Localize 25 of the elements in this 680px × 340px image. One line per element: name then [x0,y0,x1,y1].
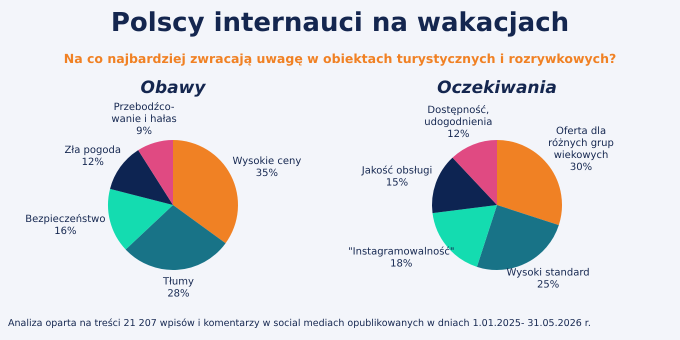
text: Polscy internauci na wakacjach [110,8,570,38]
data-label: 12% [82,156,104,168]
chart-title: Obawy [140,78,207,100]
data-label: 15% [386,177,408,188]
data-label: 12% [447,128,470,140]
data-label: 18% [390,258,412,270]
data-label: 28% [167,288,190,300]
slice-label: Tłumy [162,276,194,288]
chart-title: Oczekiwania [436,78,558,100]
slice-label: Wysoki standard [506,268,590,279]
data-label: 30% [570,162,592,173]
slice-label: Oferta dla różnych grup wiekowych [548,126,614,161]
data-label: 35% [256,168,278,179]
data-label: 9% [136,126,152,138]
slice-label: Dostępność, udogodnienia [424,104,492,128]
data-label: 25% [536,280,560,291]
text: Na co najbardziej zwracają uwagę w obiektach turystycznych i rozrywkowych? [62,51,618,66]
slice-label: "Instagramowalność" [348,246,455,258]
data-label: 16% [54,226,77,238]
slice-label: Zła pogoda [64,144,121,156]
slice-label: Bezpieczeństwo [25,213,106,226]
slice-label: Przebodźco- wanie i hałas [111,101,177,126]
text: Analiza oparta na treści 21 207 wpisów i komentarzy w social mediach opublikowanych w dniach 1.01.2025- 31.05.2026 r. [8,318,591,329]
slice-label: Wysokie ceny [232,156,302,167]
slice-label: Jakość obsługi [360,164,432,176]
